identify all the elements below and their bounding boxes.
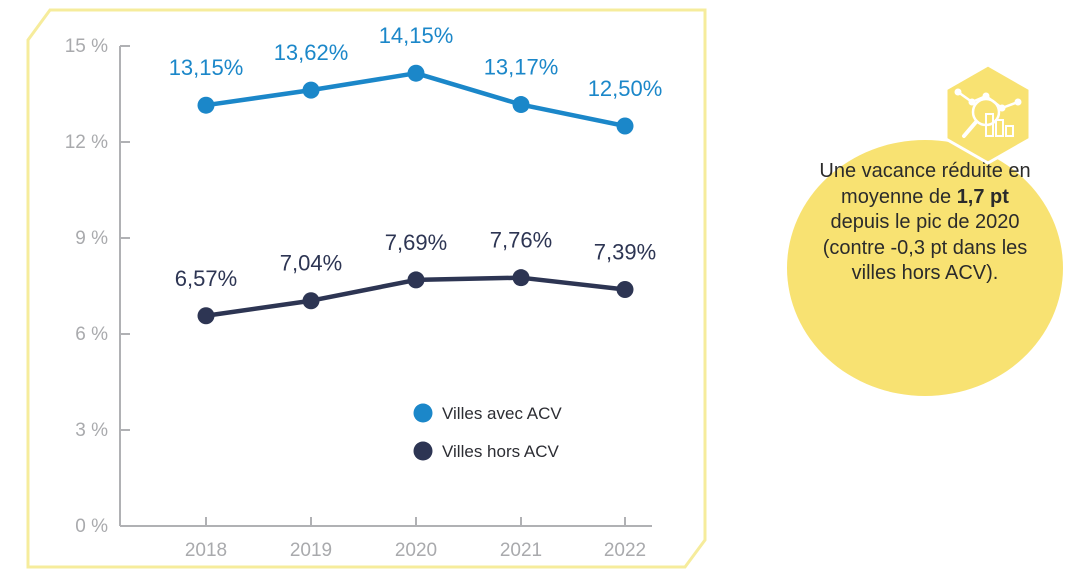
y-tick-label: 0 % xyxy=(75,516,108,537)
y-tick-label: 12 % xyxy=(65,132,108,153)
chart-hexagon-icon xyxy=(944,63,1032,165)
data-point xyxy=(302,292,320,310)
callout-text-after: depuis le pic de 2020 (contre -0,3 pt da… xyxy=(822,211,1028,284)
chart-frame xyxy=(26,8,707,569)
x-tick-label: 2018 xyxy=(185,540,227,561)
x-tick-label: 2021 xyxy=(500,540,542,561)
x-tick-label: 2020 xyxy=(395,540,437,561)
y-tick-label: 6 % xyxy=(75,324,108,345)
axes: 0 % 3 % 6 % 9 % 12 % 15 % 2018 2019 2020 2021 2022 xyxy=(65,36,652,561)
legend: Villes avec ACV Villes hors ACV xyxy=(413,403,562,461)
data-point xyxy=(197,96,215,114)
callout-circle xyxy=(787,140,1063,396)
data-label: 6,57% xyxy=(175,266,237,291)
data-point xyxy=(616,281,634,299)
callout-text-before: Une vacance réduite en moyenne de xyxy=(819,160,1031,208)
x-tick-label: 2022 xyxy=(604,540,646,561)
data-point xyxy=(616,117,634,135)
y-tick-label: 9 % xyxy=(75,228,108,249)
data-label: 13,17% xyxy=(484,55,559,80)
data-point xyxy=(512,96,530,114)
data-label: 7,39% xyxy=(594,240,656,265)
data-point xyxy=(302,81,320,99)
x-tick-label: 2019 xyxy=(290,540,332,561)
series-layer: 13,15% 13,62% 14,15% 13,17% 12,50% 6,57% 7,04%… xyxy=(169,23,663,325)
data-point xyxy=(407,271,425,289)
callout-text: Une vacance réduite en moyenne de 1,7 pt… xyxy=(812,159,1038,287)
callout-highlight: 1,7 pt xyxy=(956,185,1009,208)
legend-label: Villes avec ACV xyxy=(442,404,562,423)
data-label: 7,69% xyxy=(385,230,447,255)
y-tick-label: 3 % xyxy=(75,420,108,441)
data-label: 7,76% xyxy=(490,228,552,253)
data-point xyxy=(197,307,215,325)
data-label: 13,62% xyxy=(274,40,349,65)
data-point xyxy=(512,269,530,287)
legend-label: Villes hors ACV xyxy=(442,442,560,461)
data-label: 7,04% xyxy=(280,251,342,276)
data-label: 14,15% xyxy=(379,23,454,48)
data-label: 12,50% xyxy=(588,76,663,101)
legend-marker xyxy=(413,441,433,461)
data-point xyxy=(407,64,425,82)
legend-marker xyxy=(413,403,433,423)
y-tick-label: 15 % xyxy=(65,36,108,57)
data-label: 13,15% xyxy=(169,55,244,80)
